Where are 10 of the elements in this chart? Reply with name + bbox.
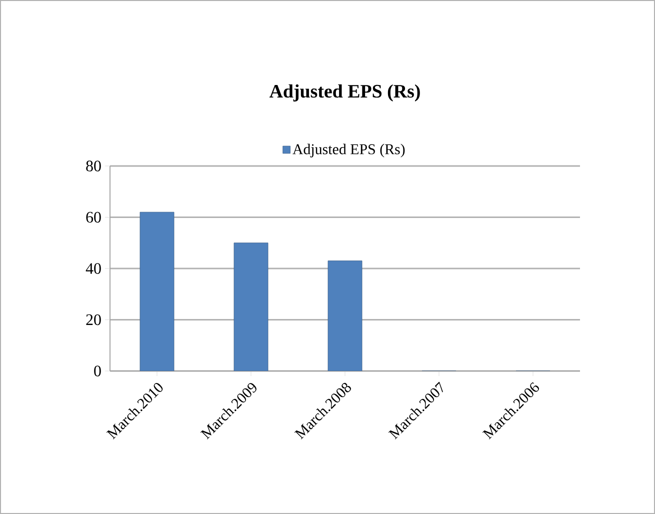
bar <box>328 260 362 371</box>
chart-title: Adjusted EPS (Rs) <box>269 84 420 102</box>
y-tick-label: 0 <box>94 366 101 376</box>
y-tick-label: 60 <box>86 212 101 223</box>
legend-label: Adjusted EPS (Rs) <box>292 144 405 158</box>
bar <box>234 242 268 371</box>
y-tick-label: 80 <box>86 160 101 172</box>
y-tick-label: 40 <box>86 263 101 274</box>
bar <box>140 212 174 371</box>
y-tick-label: 20 <box>86 314 101 326</box>
